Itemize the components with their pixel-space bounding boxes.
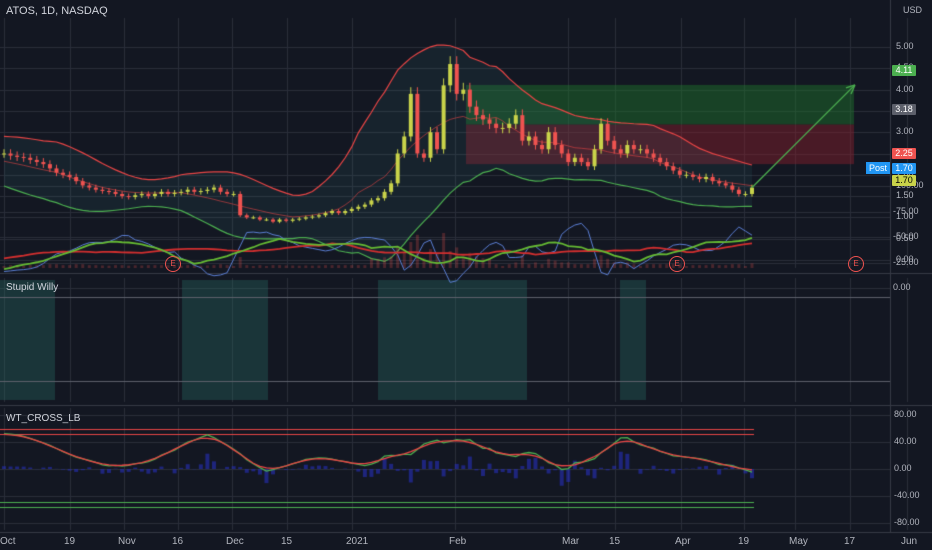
earnings-marker-icon[interactable]: E [165, 256, 181, 272]
time-tick-label: 2021 [346, 536, 369, 547]
stupid-willy-tick-label: -50.00 [893, 231, 919, 241]
time-tick-label: Feb [449, 536, 467, 547]
price-tag-3: 1.70 [892, 163, 916, 174]
stupid-willy-tick-label: -25.00 [893, 256, 919, 267]
time-tick-label: 19 [738, 536, 750, 547]
wt-cross-tick-label: -40.00 [894, 490, 920, 500]
price-tag-0: 4.11 [892, 65, 916, 76]
time-tick-label: Dec [226, 536, 244, 547]
time-tick-label: Oct [0, 536, 16, 547]
wt-cross-tick-label: 80.00 [894, 409, 917, 419]
price-tick-label: 0.00 [896, 254, 914, 264]
time-tick-label: 15 [609, 536, 621, 547]
currency-label: USD [903, 5, 923, 15]
symbol-title[interactable]: ATOS, 1D, NASDAQ [6, 5, 108, 17]
time-tick-label: Nov [118, 536, 136, 547]
wt-cross-tick-label: 40.00 [894, 436, 917, 446]
time-tick-label: 19 [64, 536, 76, 547]
time-tick-label: 16 [172, 536, 184, 547]
wt-cross-title[interactable]: WT_CROSS_LB [6, 413, 81, 424]
time-tick-label: 17 [844, 536, 856, 547]
stupid-willy-title[interactable]: Stupid Willy [6, 282, 59, 293]
stupid-willy-tick-label: 0.00 [893, 282, 911, 292]
wt-cross-tick-label: 0.00 [894, 463, 912, 473]
price-tick-label: 1.00 [896, 211, 914, 222]
earnings-marker-icon[interactable]: E [669, 256, 685, 272]
time-tick-label: May [789, 536, 808, 547]
earnings-marker-icon[interactable]: E [848, 256, 864, 272]
time-tick-label: Apr [675, 536, 691, 547]
price-tick-label: 5.00 [896, 41, 914, 51]
post-market-tag: Post [866, 162, 890, 174]
price-tick-label: 3.00 [896, 126, 914, 137]
time-tick-label: Mar [562, 536, 580, 547]
time-tick-label: 15 [281, 536, 293, 547]
price-tick-label: 0.50 [896, 232, 914, 243]
price-tag-1: 3.18 [892, 104, 916, 115]
price-tag-2: 2.25 [892, 148, 916, 159]
price-tick-label: 1.50 [896, 190, 914, 201]
time-tick-label: Jun [901, 536, 918, 547]
price-tick-label: 4.00 [896, 83, 914, 94]
wt-cross-tick-label: -80.00 [894, 517, 920, 527]
price-tag-4: 1.70 [892, 175, 916, 186]
stupid-willy-tick-label: -75.00 [893, 205, 919, 216]
